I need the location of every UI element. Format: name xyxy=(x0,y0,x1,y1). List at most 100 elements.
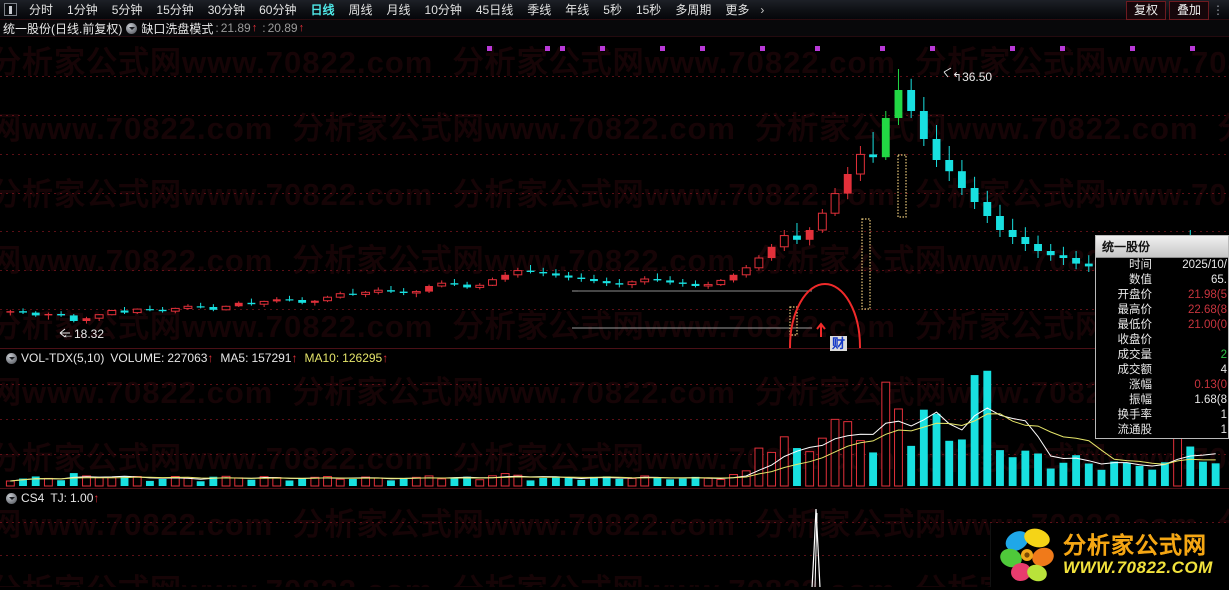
volume-indicator-title[interactable]: VOL-TDX(5,10) xyxy=(21,351,105,365)
volume-bar xyxy=(348,478,357,486)
overlay-button[interactable]: 叠加 xyxy=(1168,0,1209,20)
candle-body xyxy=(970,188,979,202)
indicator-name-label[interactable]: 缺口洗盘模式 xyxy=(141,21,214,36)
stock-info-tooltip[interactable]: 统一股份 时间 2025/10/数值 65. 开盘价 21.98(5 最高价 22.68(8… xyxy=(1095,235,1229,439)
volume-bar xyxy=(627,477,637,487)
period-tab-15sec[interactable]: 15秒 xyxy=(635,2,662,17)
price-chart-pane[interactable]: ↰36.50 ←18.32 xyxy=(0,37,1229,348)
period-tab-yearly[interactable]: 年线 xyxy=(565,2,590,17)
candle-body xyxy=(94,314,104,319)
chevron-down-circle-icon[interactable] xyxy=(6,352,17,364)
volume-bar xyxy=(450,477,459,486)
indicator-value-2: 20.89 xyxy=(267,21,298,35)
period-tab-45day[interactable]: 45日线 xyxy=(475,2,514,17)
volume-bar xyxy=(132,475,142,487)
period-tab-fenshi[interactable]: 分时 xyxy=(29,2,54,17)
volume-bar xyxy=(1021,450,1030,486)
candle-body xyxy=(716,279,726,286)
candle-body xyxy=(298,300,307,303)
volume-bar xyxy=(234,477,244,487)
volume-bar xyxy=(463,476,472,486)
period-tab-10min[interactable]: 10分钟 xyxy=(424,2,462,17)
period-tab-60min[interactable]: 60分钟 xyxy=(259,2,297,17)
grid-line xyxy=(0,419,1229,420)
ma5-up-arrow-icon: ↑ xyxy=(291,351,298,365)
grid-line xyxy=(0,193,1229,194)
cs4-spike-inner xyxy=(814,512,818,587)
cs4-grid xyxy=(0,489,1229,587)
candle-body xyxy=(437,282,447,287)
volume-bar xyxy=(1122,463,1131,486)
volume-bar xyxy=(602,476,611,486)
candle-body xyxy=(932,139,941,160)
period-tab-daily[interactable]: 日线 xyxy=(310,2,335,17)
candle-body xyxy=(501,274,510,280)
overflow-menu-icon[interactable]: ⋮ xyxy=(1212,3,1225,17)
signal-dot-marker xyxy=(930,46,935,51)
volume-bar xyxy=(653,477,662,486)
info-panel-row: 开盘价 21.98(5 xyxy=(1096,288,1228,303)
volume-bar xyxy=(869,452,878,486)
volume-bar xyxy=(424,475,434,487)
period-tab-15min[interactable]: 15分钟 xyxy=(156,2,194,17)
candlestick-chart[interactable] xyxy=(0,37,1229,348)
high-price-value: 36.50 xyxy=(962,70,993,84)
volume-bar xyxy=(1097,469,1106,486)
period-tab-1min[interactable]: 1分钟 xyxy=(67,2,98,17)
candle-body xyxy=(996,216,1004,230)
separator-1: : xyxy=(215,21,219,35)
chevron-down-circle-icon[interactable] xyxy=(126,22,138,34)
candle-body xyxy=(196,306,205,308)
period-tab-monthly[interactable]: 月线 xyxy=(386,2,411,17)
volume-bar xyxy=(285,480,294,486)
candle-body xyxy=(894,90,903,118)
high-price-label: ↰36.50 xyxy=(952,70,992,84)
volume-bar xyxy=(107,477,117,487)
volume-bar xyxy=(996,450,1004,486)
candle-body xyxy=(132,308,142,314)
window-icon[interactable] xyxy=(4,3,17,16)
grid-line xyxy=(0,454,1229,455)
high-pointer xyxy=(943,67,952,78)
period-tab-multi[interactable]: 多周期 xyxy=(675,2,712,17)
candle-body xyxy=(69,315,78,321)
candle-body xyxy=(869,154,878,158)
volume-bars-chart[interactable] xyxy=(0,349,1229,488)
period-tab-5min[interactable]: 5分钟 xyxy=(111,2,143,17)
volume-bar xyxy=(94,477,104,487)
period-tab-weekly[interactable]: 周线 xyxy=(348,2,373,17)
candle-body xyxy=(44,314,53,316)
period-tab-30min[interactable]: 30分钟 xyxy=(207,2,246,17)
candle-body xyxy=(627,281,637,286)
volume-bar xyxy=(945,440,954,486)
info-row-value: 1 xyxy=(1220,409,1227,421)
up-arrow-icon-2: ↑ xyxy=(298,22,305,34)
adjust-price-button[interactable]: 复权 xyxy=(1125,0,1166,20)
candle-body xyxy=(488,279,497,286)
chevron-right-icon[interactable]: › xyxy=(760,2,765,17)
candle-body xyxy=(170,307,180,312)
cs4-title[interactable]: CS4 xyxy=(21,491,45,505)
info-row-value: 0.13(0 xyxy=(1194,379,1227,391)
cs4-line-chart[interactable] xyxy=(0,489,1229,587)
candle-body xyxy=(1072,258,1081,264)
info-panel-row: 时间 2025/10/ xyxy=(1096,258,1228,273)
toolbar-right-actions: 复权 叠加 ⋮ xyxy=(1125,0,1229,20)
buy-arrow-marker xyxy=(816,322,826,337)
period-tab-quarterly[interactable]: 季线 xyxy=(527,2,552,17)
volume-bar xyxy=(5,480,15,487)
volume-bar xyxy=(310,476,320,487)
period-tab-more[interactable]: 更多 xyxy=(725,2,750,17)
volume-chart-pane[interactable]: VOL-TDX(5,10) VOLUME: 227063 ↑ MA5: 1572… xyxy=(0,348,1229,488)
volume-bar xyxy=(1046,468,1055,486)
volume-bar xyxy=(830,418,840,487)
info-row-key: 涨幅 xyxy=(1129,379,1152,391)
volume-bar xyxy=(475,479,485,487)
period-tab-5sec[interactable]: 5秒 xyxy=(603,2,622,17)
volume-bar xyxy=(19,478,27,486)
low-pointer xyxy=(59,328,70,338)
chevron-down-circle-icon[interactable] xyxy=(6,492,17,504)
candle-body xyxy=(590,279,598,282)
candle-body xyxy=(881,118,890,158)
volume-bar xyxy=(323,476,332,487)
